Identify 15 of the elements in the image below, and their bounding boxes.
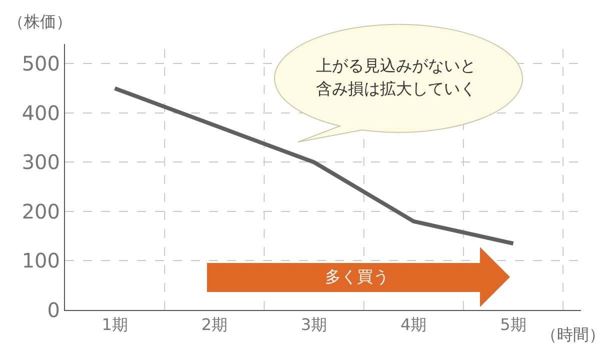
x-tick-label: 2期 [201, 315, 228, 334]
x-tick-label: 1期 [102, 315, 128, 334]
y-tick-label: 300 [22, 150, 60, 174]
annotation: 多く買う [324, 267, 390, 287]
y-tick-label: 500 [22, 52, 60, 76]
x-tick-label: 5期 [500, 315, 526, 334]
x-tick-label: 4期 [400, 315, 427, 334]
x-tick-label: 3期 [300, 315, 328, 334]
y-tick-label: 200 [22, 199, 60, 224]
y-axis-title: （株価） [8, 12, 72, 31]
y-tick-label: 0 [47, 298, 60, 322]
y-tick-label: 100 [22, 248, 60, 273]
y-tick-label: 400 [22, 100, 60, 125]
annotation: 上がる見込みがないと含み損は拡大していく [315, 55, 477, 100]
x-axis-title: （時間） [541, 325, 605, 344]
